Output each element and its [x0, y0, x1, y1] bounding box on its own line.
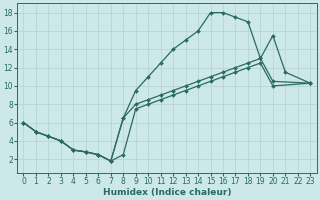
X-axis label: Humidex (Indice chaleur): Humidex (Indice chaleur) [103, 188, 231, 197]
